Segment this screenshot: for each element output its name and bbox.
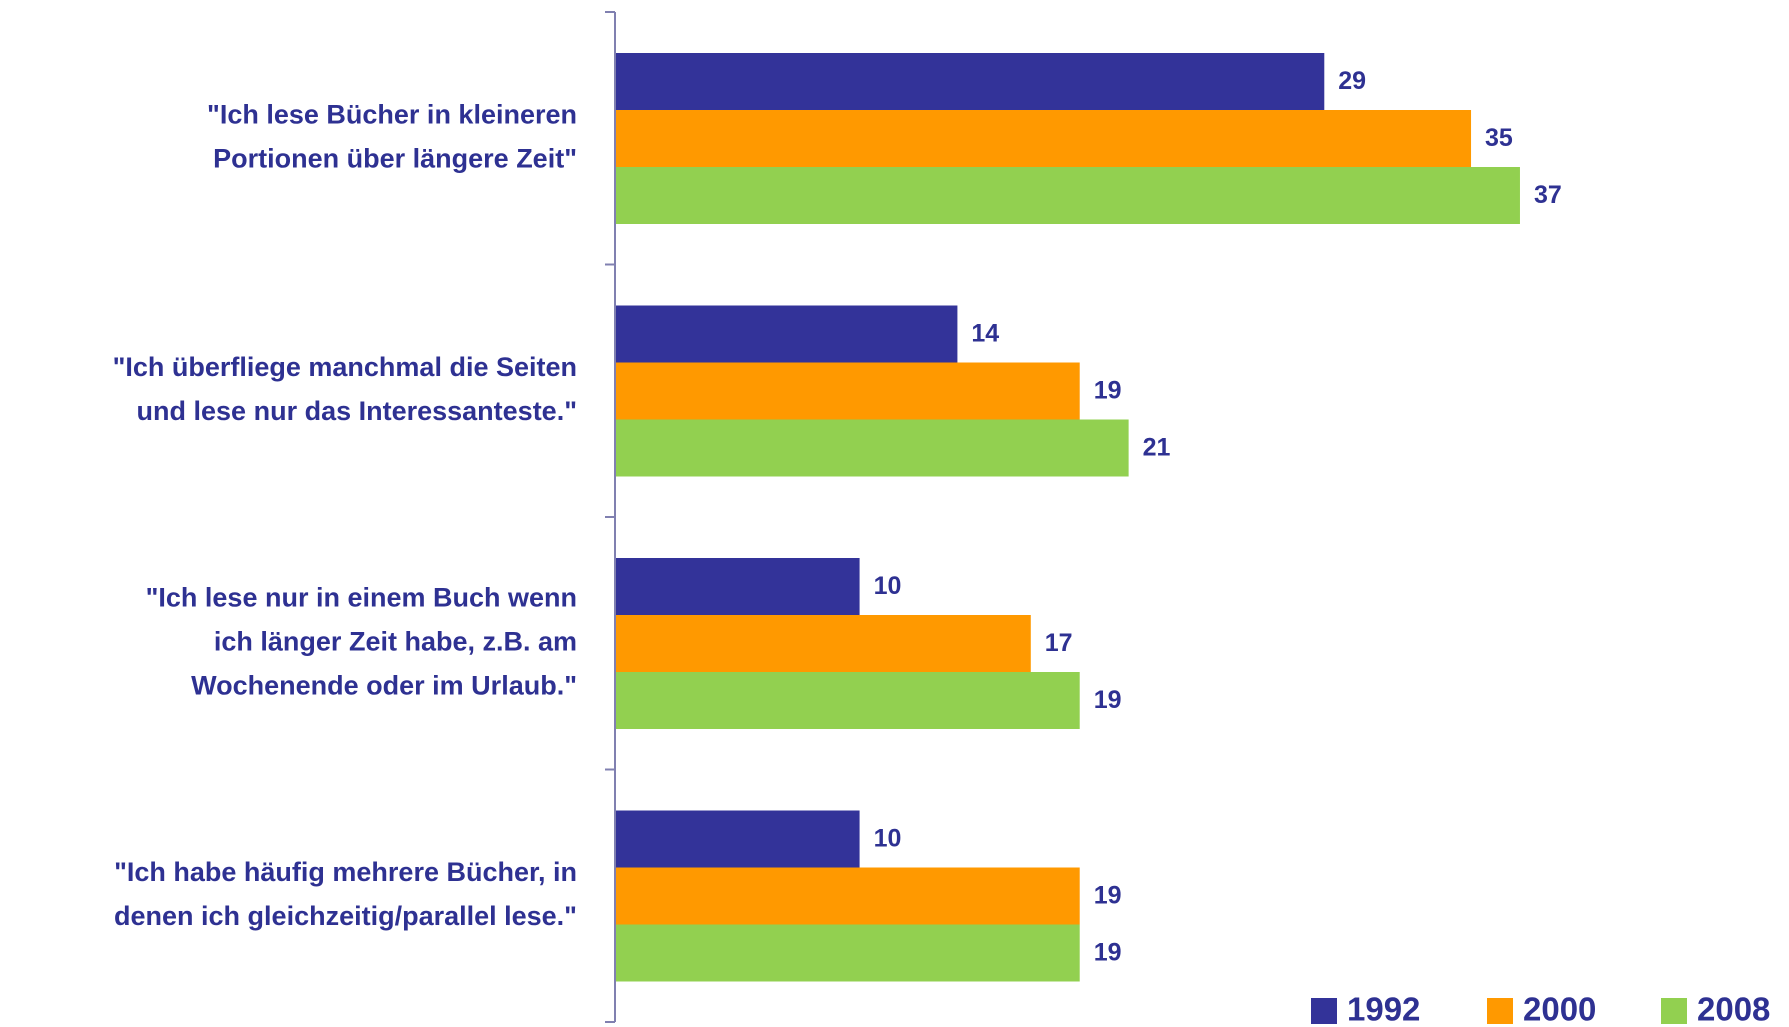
- bar: [615, 110, 1472, 167]
- value-label: 29: [1338, 67, 1366, 95]
- value-label: 14: [971, 320, 999, 348]
- category-label: "Ich habe häufig mehrere Bücher, in: [114, 857, 577, 887]
- value-label: 19: [1094, 939, 1122, 967]
- category-label: ich länger Zeit habe, z.B. am: [214, 626, 577, 656]
- value-label: 19: [1094, 686, 1122, 714]
- value-label: 35: [1485, 124, 1513, 152]
- category-label: Portionen über längere Zeit": [213, 143, 577, 173]
- category-label: "Ich überfliege manchmal die Seiten: [113, 352, 577, 382]
- bar: [615, 419, 1129, 477]
- legend-swatch: [1661, 998, 1687, 1024]
- legend-swatch: [1487, 998, 1513, 1024]
- legend-label: 2000: [1523, 991, 1596, 1027]
- value-label: 19: [1094, 377, 1122, 405]
- value-label: 21: [1143, 434, 1171, 462]
- legend-swatch: [1311, 998, 1337, 1024]
- bar: [615, 867, 1080, 925]
- value-label: 10: [874, 572, 902, 600]
- bar: [615, 167, 1520, 224]
- bar: [615, 305, 958, 363]
- bar: [615, 362, 1080, 420]
- bar: [615, 810, 860, 868]
- value-label: 10: [874, 825, 902, 853]
- category-label: "Ich lese nur in einem Buch wenn: [146, 582, 577, 612]
- bar: [615, 672, 1080, 729]
- category-label: Wochenende oder im Urlaub.": [191, 670, 577, 700]
- category-label: und lese nur das Interessanteste.": [137, 396, 577, 426]
- bar: [615, 558, 860, 615]
- category-label: denen ich gleichzeitig/parallel lese.": [114, 901, 577, 931]
- bar: [615, 924, 1080, 982]
- value-label: 17: [1045, 629, 1073, 657]
- legend-label: 2008: [1697, 991, 1770, 1027]
- bar: [615, 53, 1325, 110]
- category-label: "Ich lese Bücher in kleineren: [207, 99, 577, 129]
- legend-label: 1992: [1347, 991, 1420, 1027]
- value-label: 37: [1534, 181, 1562, 209]
- value-label: 19: [1094, 882, 1122, 910]
- bar: [615, 615, 1031, 672]
